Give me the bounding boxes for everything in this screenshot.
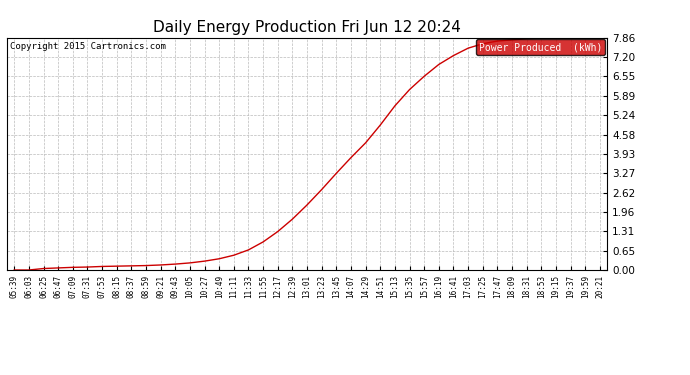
Title: Daily Energy Production Fri Jun 12 20:24: Daily Energy Production Fri Jun 12 20:24 [153, 20, 461, 35]
Legend: Power Produced  (kWh): Power Produced (kWh) [476, 39, 605, 55]
Text: Copyright 2015 Cartronics.com: Copyright 2015 Cartronics.com [10, 42, 166, 51]
